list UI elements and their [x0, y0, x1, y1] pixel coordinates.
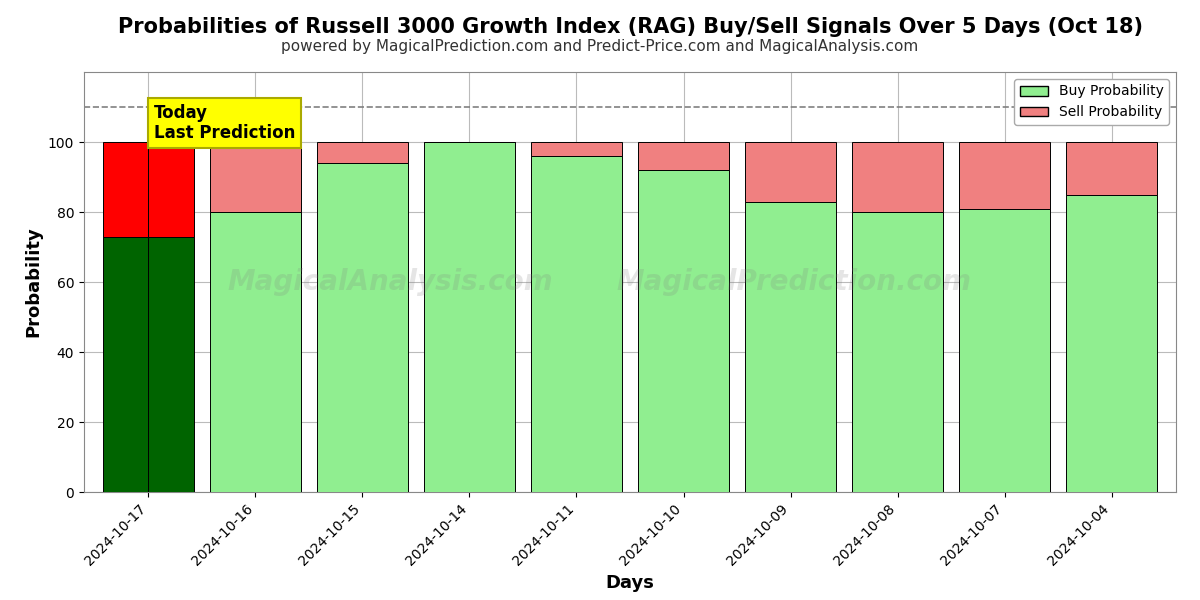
Bar — [103, 142, 149, 236]
Bar — [424, 142, 515, 492]
Bar — [959, 208, 1050, 492]
Text: Today
Last Prediction: Today Last Prediction — [154, 103, 295, 142]
Bar — [852, 212, 943, 492]
Bar — [103, 236, 149, 492]
Bar — [638, 170, 730, 492]
Bar — [745, 142, 836, 202]
Bar — [959, 142, 1050, 208]
Bar — [1067, 194, 1157, 492]
Y-axis label: Probability: Probability — [24, 227, 42, 337]
Bar — [745, 202, 836, 492]
Bar — [210, 212, 301, 492]
Bar — [210, 142, 301, 212]
Bar — [530, 156, 622, 492]
Bar — [149, 236, 193, 492]
Text: MagicalAnalysis.com: MagicalAnalysis.com — [227, 268, 552, 296]
X-axis label: Days: Days — [606, 574, 654, 592]
Legend: Buy Probability, Sell Probability: Buy Probability, Sell Probability — [1014, 79, 1169, 125]
Text: MagicalPrediction.com: MagicalPrediction.com — [617, 268, 971, 296]
Bar — [852, 142, 943, 212]
Bar — [149, 142, 193, 236]
Bar — [317, 142, 408, 163]
Bar — [530, 142, 622, 156]
Text: powered by MagicalPrediction.com and Predict-Price.com and MagicalAnalysis.com: powered by MagicalPrediction.com and Pre… — [281, 39, 919, 54]
Bar — [638, 142, 730, 170]
Bar — [317, 163, 408, 492]
Bar — [1067, 142, 1157, 194]
Title: Probabilities of Russell 3000 Growth Index (RAG) Buy/Sell Signals Over 5 Days (O: Probabilities of Russell 3000 Growth Ind… — [118, 17, 1142, 37]
